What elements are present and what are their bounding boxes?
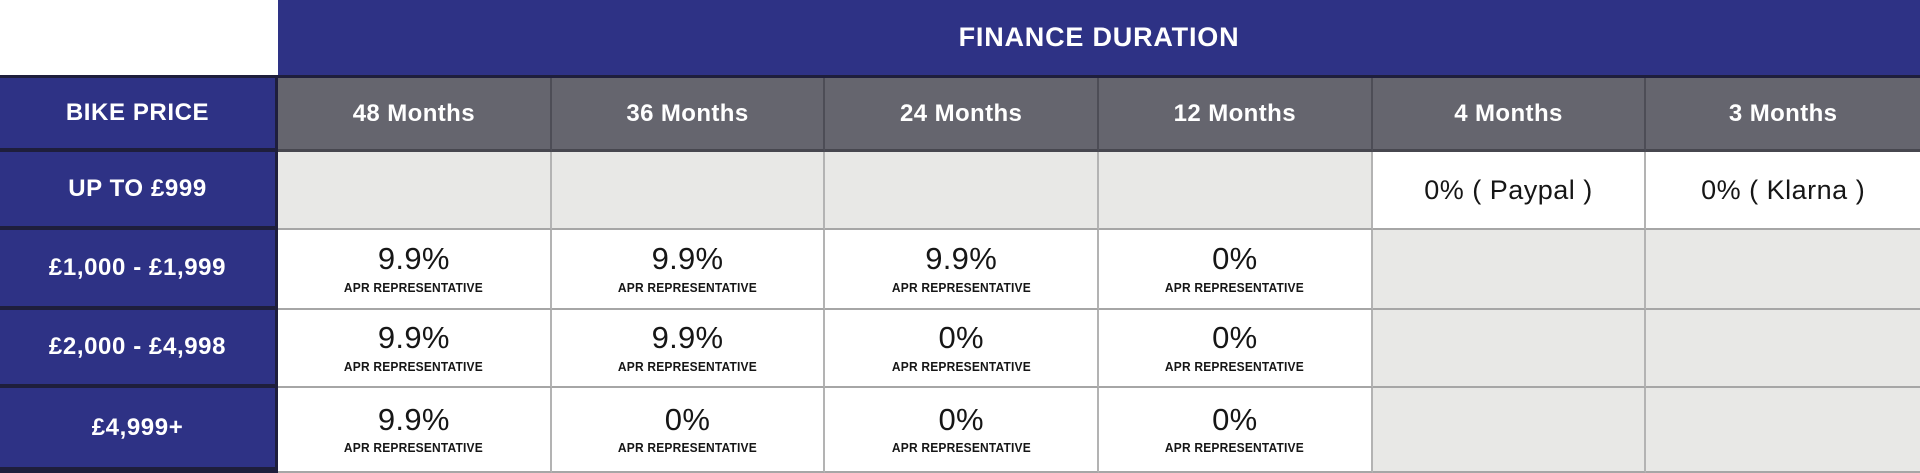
apr-representative-label: APR REPRESENTATIVE — [617, 280, 758, 295]
empty-cell — [1646, 230, 1920, 310]
table-title: FINANCE DURATION — [278, 0, 1920, 78]
empty-cell — [278, 152, 552, 230]
finance-cell: 9.9% APR REPRESENTATIVE — [551, 230, 826, 310]
apr-value: 0% — [1212, 401, 1258, 437]
finance-cell: 0% APR REPRESENTATIVE — [1098, 230, 1373, 310]
apr-representative-label: APR REPRESENTATIVE — [344, 280, 484, 295]
apr-representative-label: APR REPRESENTATIVE — [344, 359, 484, 374]
empty-cell — [1098, 152, 1373, 230]
bike-price-header: BIKE PRICE — [0, 78, 278, 152]
apr-value: 0% — [664, 401, 711, 437]
apr-value: 9.9% — [925, 241, 998, 277]
empty-cell — [825, 152, 1099, 230]
apr-representative-label: APR REPRESENTATIVE — [1165, 359, 1305, 374]
column-header-4-months: 4 Months — [1372, 78, 1647, 152]
finance-cell: 0% APR REPRESENTATIVE — [1098, 388, 1373, 473]
apr-representative-label: APR REPRESENTATIVE — [1165, 441, 1305, 456]
apr-representative-label: APR REPRESENTATIVE — [891, 359, 1031, 374]
apr-representative-label: APR REPRESENTATIVE — [344, 441, 484, 456]
apr-value: 9.9% — [377, 241, 450, 277]
empty-cell — [551, 152, 826, 230]
row-label-2000-4998: £2,000 - £4,998 — [0, 310, 278, 388]
apr-value: 9.9% — [377, 401, 450, 437]
finance-cell-klarna: 0% ( Klarna ) — [1646, 152, 1920, 230]
apr-representative-label: APR REPRESENTATIVE — [891, 441, 1031, 456]
column-header-12-months: 12 Months — [1098, 78, 1373, 152]
column-header-3-months: 3 Months — [1646, 78, 1920, 152]
row-label-1000-1999: £1,000 - £1,999 — [0, 230, 278, 310]
column-header-24-months: 24 Months — [825, 78, 1099, 152]
column-header-36-months: 36 Months — [551, 78, 826, 152]
empty-cell — [1372, 310, 1647, 388]
finance-cell: 9.9% APR REPRESENTATIVE — [278, 388, 552, 473]
finance-cell: 9.9% APR REPRESENTATIVE — [278, 230, 552, 310]
corner-blank-cell — [0, 0, 278, 78]
finance-cell-paypal: 0% ( Paypal ) — [1372, 152, 1647, 230]
apr-representative-label: APR REPRESENTATIVE — [891, 280, 1031, 295]
apr-value: 9.9% — [377, 320, 450, 356]
klarna-rate-value: 0% ( Klarna ) — [1701, 174, 1866, 205]
apr-representative-label: APR REPRESENTATIVE — [617, 359, 758, 374]
apr-value: 0% — [1212, 320, 1258, 356]
paypal-rate-value: 0% ( Paypal ) — [1424, 174, 1593, 205]
empty-cell — [1372, 388, 1647, 473]
column-header-48-months: 48 Months — [278, 78, 552, 152]
row-label-4999-plus: £4,999+ — [0, 388, 278, 473]
apr-representative-label: APR REPRESENTATIVE — [617, 441, 758, 456]
finance-cell: 0% APR REPRESENTATIVE — [825, 388, 1099, 473]
finance-cell: 0% APR REPRESENTATIVE — [825, 310, 1099, 388]
apr-value: 9.9% — [651, 320, 724, 356]
row-label-up-to-999: UP TO £999 — [0, 152, 278, 230]
finance-cell: 9.9% APR REPRESENTATIVE — [551, 310, 826, 388]
finance-cell: 0% APR REPRESENTATIVE — [551, 388, 826, 473]
apr-representative-label: APR REPRESENTATIVE — [1165, 280, 1305, 295]
empty-cell — [1646, 388, 1920, 473]
finance-cell: 9.9% APR REPRESENTATIVE — [278, 310, 552, 388]
finance-cell: 9.9% APR REPRESENTATIVE — [825, 230, 1099, 310]
apr-value: 0% — [1212, 241, 1258, 277]
empty-cell — [1646, 310, 1920, 388]
empty-cell — [1372, 230, 1647, 310]
apr-value: 9.9% — [651, 241, 724, 277]
apr-value: 0% — [938, 320, 984, 356]
finance-cell: 0% APR REPRESENTATIVE — [1098, 310, 1373, 388]
apr-value: 0% — [938, 401, 984, 437]
